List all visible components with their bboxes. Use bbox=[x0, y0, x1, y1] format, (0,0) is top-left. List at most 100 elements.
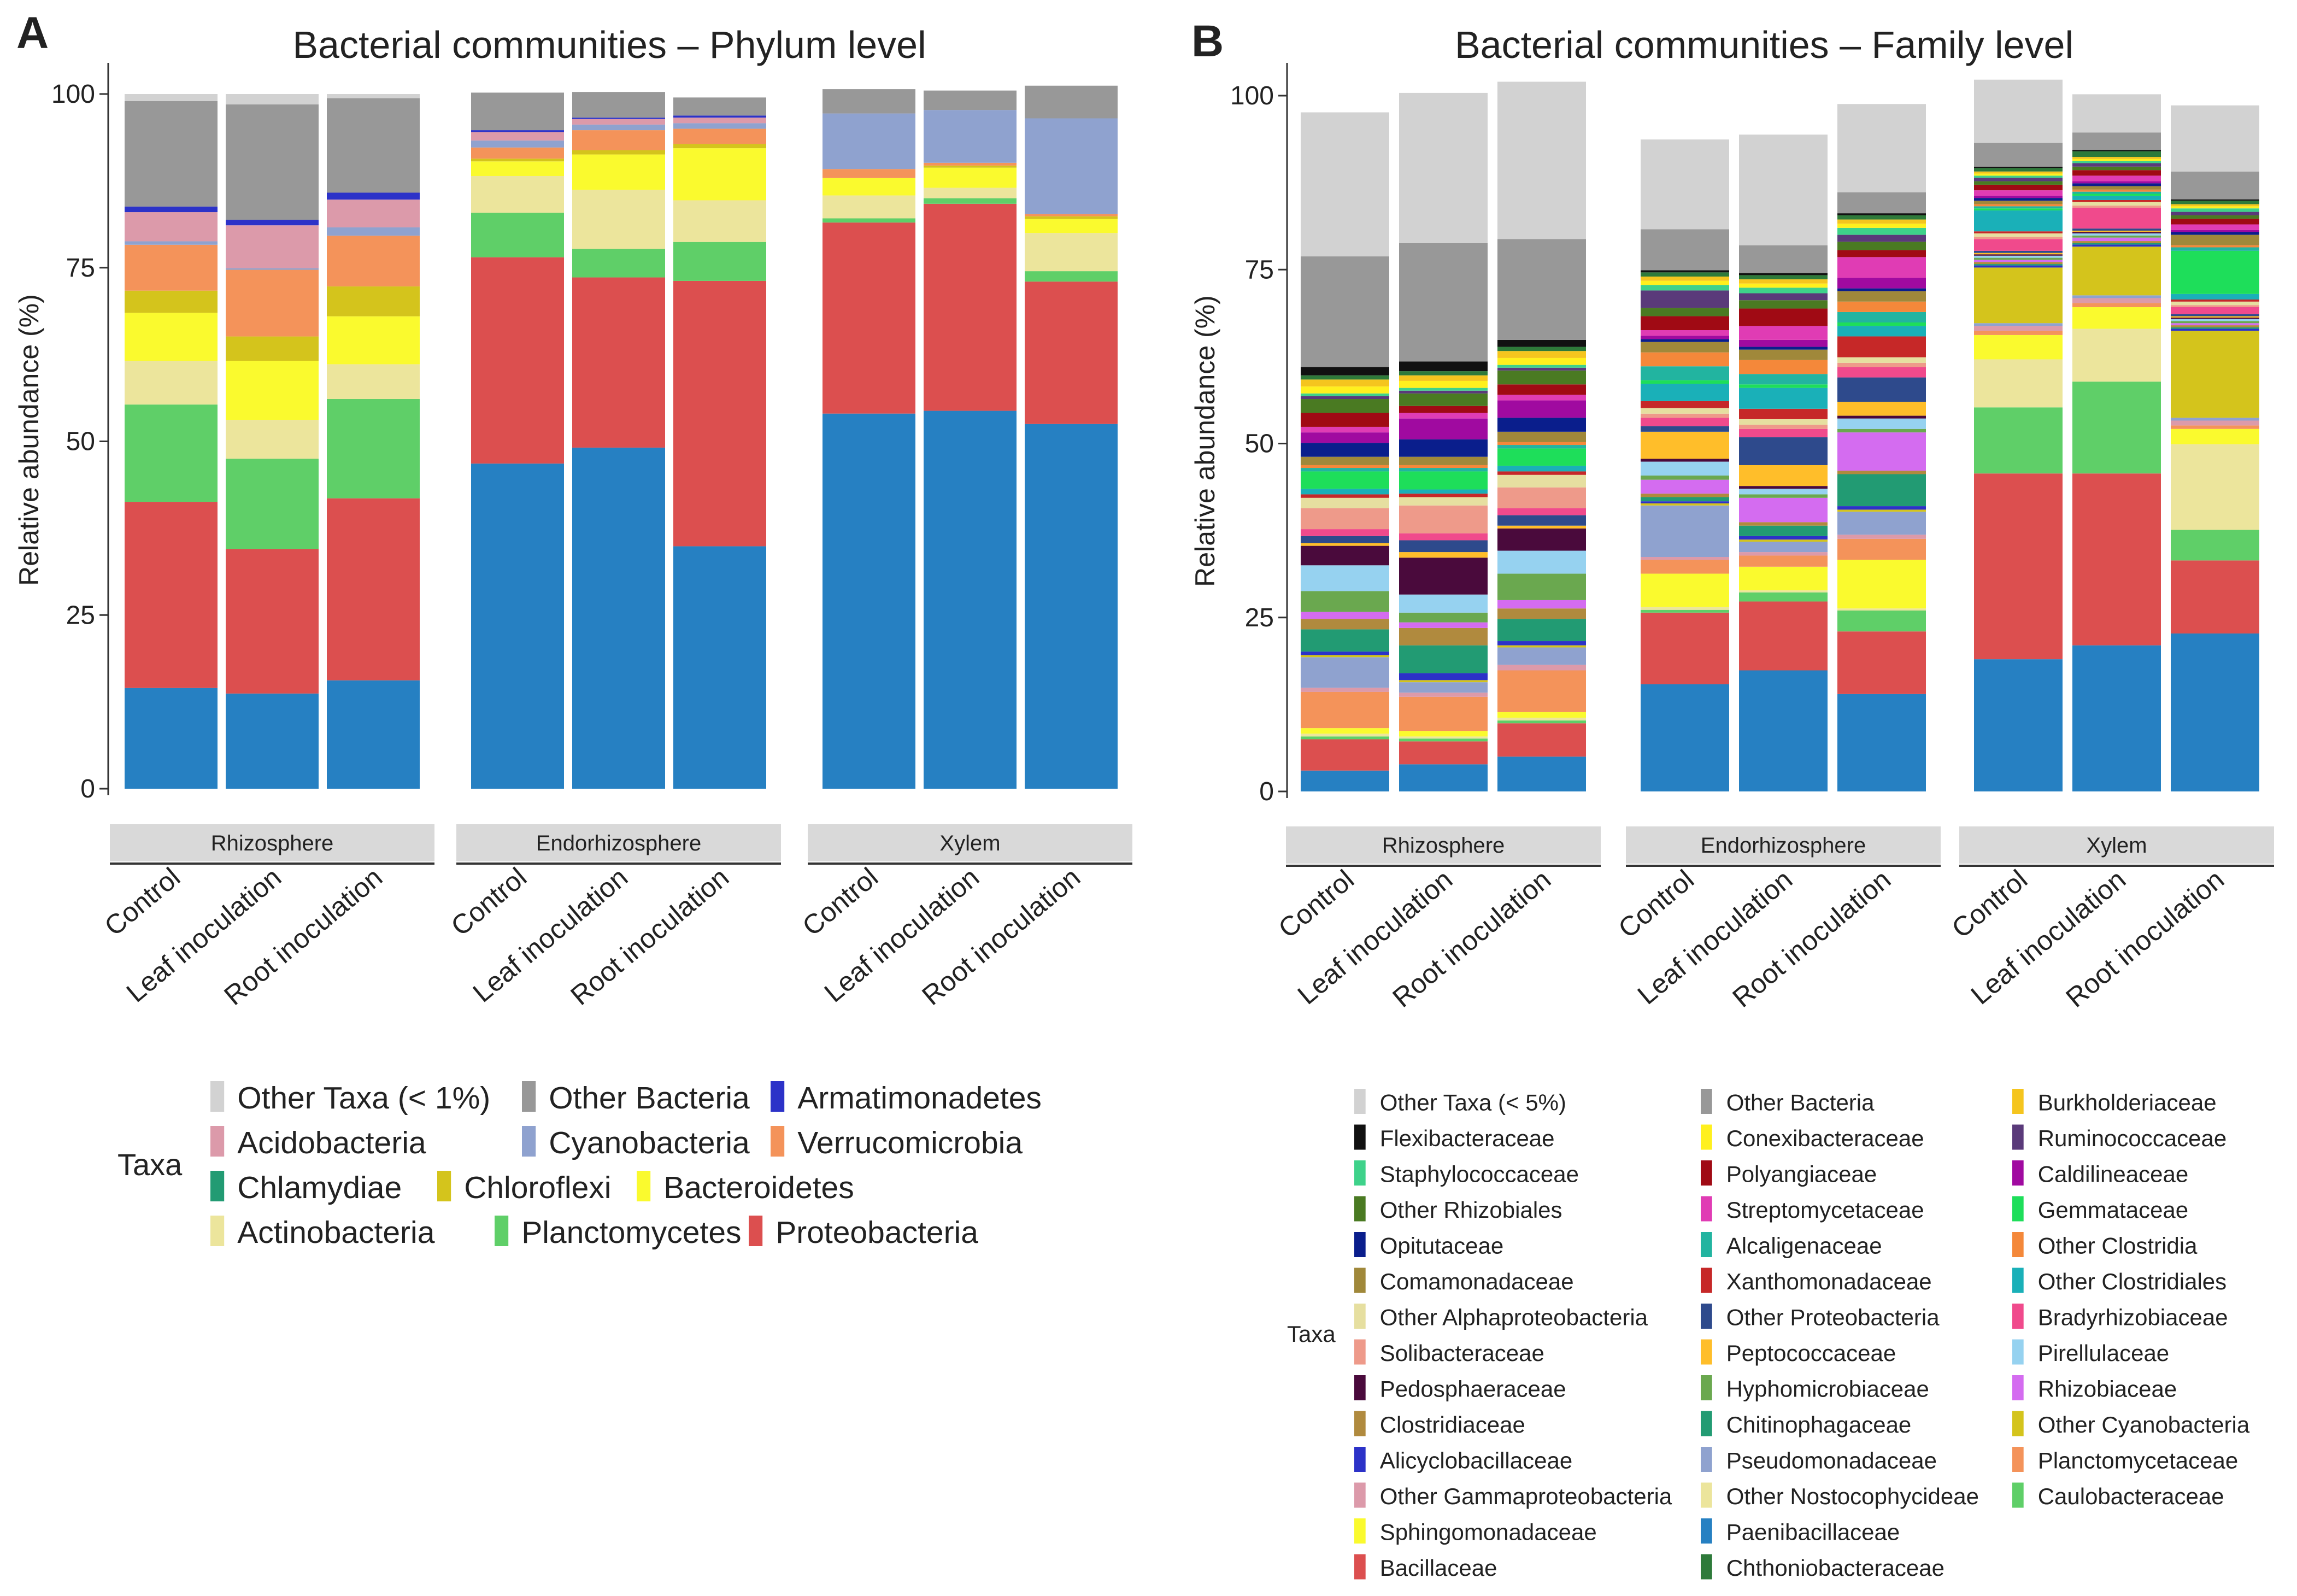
phylum-legend-label: Other Taxa (< 1%) bbox=[237, 1081, 490, 1116]
family-bar-other-proteobacteria bbox=[1399, 540, 1488, 553]
family-bar-chthoniobacteraceae bbox=[1399, 371, 1488, 375]
family-bar-solibacteraceae bbox=[1641, 413, 1729, 418]
phylum-bar-planctomycetes bbox=[226, 459, 319, 549]
family-bar-other-cyanobacteria bbox=[1974, 267, 2063, 324]
panel-b-legend: Taxa Other Taxa (< 5%) Flexibacteraceae St… bbox=[1287, 1089, 2250, 1581]
phylum-bar-chloroflexi bbox=[327, 286, 420, 316]
phylum-legend-swatch bbox=[771, 1081, 785, 1112]
phylum-facet-label: Xylem bbox=[939, 831, 1000, 855]
family-bar-staphylococcaceae bbox=[2072, 161, 2161, 163]
family-bar-other-proteobacteria bbox=[1837, 377, 1926, 402]
family-bar-other-rhizobiales bbox=[1739, 300, 1828, 309]
family-bar-chitinophagaceae bbox=[1399, 645, 1488, 673]
family-bar-alicyclobacillaceae bbox=[2072, 244, 2161, 247]
family-bar-caulobacteraceae bbox=[1974, 407, 2063, 474]
phylum-bar-planctomycetes bbox=[673, 242, 766, 281]
panel-b-label: B bbox=[1191, 16, 1224, 66]
panel-a: A Bacterial communities – Phylum level R… bbox=[14, 8, 1132, 1250]
family-bar-conexibacteraceae bbox=[1641, 280, 1729, 285]
family-legend-swatch bbox=[1701, 1304, 1712, 1329]
family-bar-chthoniobacteraceae bbox=[1497, 347, 1586, 351]
family-bar-flexibacteraceae bbox=[1497, 339, 1586, 347]
phylum-bar-cyanobacteria bbox=[823, 113, 915, 169]
family-bar-other-gammaproteobacteria bbox=[2171, 420, 2259, 426]
family-bar-caldilineaceae bbox=[1399, 418, 1488, 439]
family-bar-comamonadaceae bbox=[2171, 234, 2259, 245]
family-bar-other-alphaproteobacteria bbox=[1641, 408, 1729, 414]
family-facet-label: Endorhizosphere bbox=[1701, 834, 1866, 858]
family-y-tick-label: 25 bbox=[1245, 603, 1274, 632]
family-bar-burkholderiaceae bbox=[1837, 219, 1926, 224]
family-legend-label: Hyphomicrobiaceae bbox=[1726, 1376, 1929, 1402]
family-bar-other-alphaproteobacteria bbox=[1837, 357, 1926, 363]
family-bar-caulobacteraceae bbox=[1301, 736, 1389, 740]
family-legend-label: Bacillaceae bbox=[1380, 1555, 1497, 1581]
family-bar-solibacteraceae bbox=[1739, 425, 1828, 429]
family-bar-opitutaceae bbox=[1641, 339, 1729, 342]
family-bar-other-taxa-5 bbox=[1739, 134, 1828, 245]
phylum-bar-planctomycetes bbox=[471, 213, 564, 257]
family-bar-other-cyanobacteria bbox=[1301, 655, 1389, 658]
family-bar-caulobacteraceae bbox=[1641, 609, 1729, 613]
phylum-bar-cyanobacteria bbox=[226, 268, 319, 270]
phylum-bar-proteobacteria bbox=[823, 222, 915, 414]
family-bar-rhizobiaceae bbox=[1739, 497, 1828, 523]
family-bar-polyangiaceae bbox=[2171, 219, 2259, 225]
family-bar-caldilineaceae bbox=[2072, 181, 2161, 184]
family-bar-staphylococcaceae bbox=[1399, 388, 1488, 391]
family-bar-other-bacteria bbox=[1497, 239, 1586, 340]
family-bar-solibacteraceae bbox=[2072, 206, 2161, 208]
phylum-legend-swatch bbox=[749, 1216, 763, 1246]
family-bar-staphylococcaceae bbox=[1974, 175, 2063, 178]
family-bar-other-clostridiales bbox=[1837, 326, 1926, 337]
family-bar-planctomycetaceae bbox=[2072, 303, 2161, 307]
phylum-legend-label: Chlamydiae bbox=[237, 1170, 402, 1205]
family-bar-other-gammaproteobacteria bbox=[2072, 298, 2161, 303]
family-category-label: Control bbox=[1273, 864, 1360, 944]
family-bar-caulobacteraceae bbox=[1837, 611, 1926, 632]
family-legend-swatch bbox=[1701, 1232, 1712, 1257]
family-bar-alcaligenaceae bbox=[1739, 374, 1828, 385]
family-bar-polyangiaceae bbox=[1974, 184, 2063, 191]
family-bar-other-taxa-5 bbox=[2171, 105, 2259, 172]
family-legend-label: Streptomycetaceae bbox=[1726, 1197, 1924, 1223]
family-legend-label: Planctomycetaceae bbox=[2038, 1448, 2239, 1474]
phylum-legend-swatch bbox=[210, 1216, 225, 1246]
family-bar-other-alphaproteobacteria bbox=[1301, 497, 1389, 508]
family-bar-paenibacillaceae bbox=[1399, 764, 1488, 791]
phylum-bar-chloroflexi bbox=[471, 159, 564, 162]
family-bar-staphylococcaceae bbox=[1497, 365, 1586, 368]
phylum-bar-armatimonadetes bbox=[125, 206, 218, 213]
family-bar-pseudomonadaceae bbox=[2171, 418, 2259, 421]
family-legend-label: Other Rhizobiales bbox=[1380, 1197, 1562, 1223]
family-bar-streptomycetaceae bbox=[2072, 175, 2161, 181]
family-legend-label: Conexibacteraceae bbox=[1726, 1125, 1924, 1151]
phylum-bar-bacteroidetes bbox=[125, 313, 218, 361]
family-bar-other-bacteria bbox=[2072, 132, 2161, 150]
family-bar-streptomycetaceae bbox=[2171, 224, 2259, 230]
family-y-tick-label: 100 bbox=[1230, 81, 1274, 110]
family-bar-other-nostocophycideae bbox=[2072, 328, 2161, 382]
family-bar-sphingomonadaceae bbox=[1497, 712, 1586, 718]
family-bar-peptococcaceae bbox=[1399, 552, 1488, 558]
family-legend-label: Chitinophagaceae bbox=[1726, 1412, 1912, 1437]
family-bar-pirellulaceae bbox=[2171, 319, 2259, 321]
phylum-bar-acidobacteria bbox=[226, 225, 319, 269]
family-bar-polyangiaceae bbox=[1301, 413, 1389, 427]
family-bar-polyangiaceae bbox=[1641, 316, 1729, 331]
family-bar-clostridiaceae bbox=[2171, 325, 2259, 327]
family-bar-peptococcaceae bbox=[1974, 253, 2063, 255]
family-bar-chthoniobacteraceae bbox=[1739, 275, 1828, 280]
phylum-bar-bacteroidetes bbox=[327, 316, 420, 365]
family-legend-label: Other Bacteria bbox=[1726, 1090, 1875, 1116]
family-bar-opitutaceae bbox=[1399, 439, 1488, 457]
family-bar-other-clostridiales bbox=[2171, 294, 2259, 300]
family-bar-burkholderiaceae bbox=[2072, 157, 2161, 159]
family-bar-streptomycetaceae bbox=[1974, 190, 2063, 196]
family-bar-sphingomonadaceae bbox=[1837, 560, 1926, 609]
family-bar-planctomycetaceae bbox=[1497, 670, 1586, 712]
family-bar-bradyrhizobiaceae bbox=[1837, 367, 1926, 378]
family-legend-swatch bbox=[2012, 1375, 2024, 1400]
family-bar-peptococcaceae bbox=[1301, 543, 1389, 546]
family-bar-caldilineaceae bbox=[1301, 432, 1389, 443]
